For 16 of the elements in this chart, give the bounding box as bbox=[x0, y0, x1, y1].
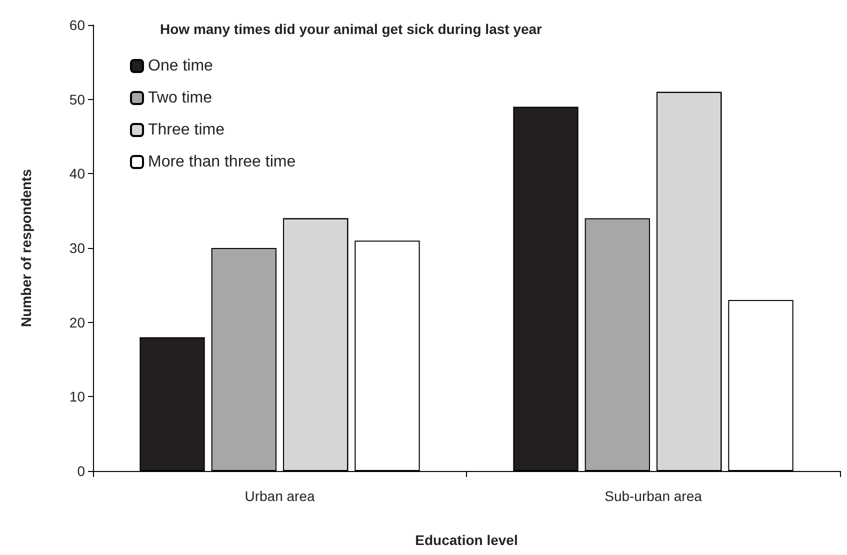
legend-label: Three time bbox=[148, 122, 225, 138]
legend-label: Two time bbox=[148, 90, 212, 106]
y-tick-label: 0 bbox=[77, 463, 86, 479]
y-tick-label: 30 bbox=[69, 240, 86, 256]
legend-label: One time bbox=[148, 58, 214, 74]
y-axis-title: Number of respondents bbox=[18, 168, 34, 327]
y-tick-label: 40 bbox=[69, 166, 86, 182]
x-tick-label: Sub-urban area bbox=[604, 488, 702, 504]
x-tick-label: Urban area bbox=[244, 488, 315, 504]
legend-label: More than three time bbox=[148, 154, 296, 170]
y-tick-label: 20 bbox=[69, 314, 86, 330]
chart-title: How many times did your animal get sick during last year bbox=[160, 21, 543, 37]
y-tick-label: 10 bbox=[69, 388, 86, 405]
x-axis-title: Education level bbox=[415, 532, 518, 548]
y-tick-label: 60 bbox=[69, 17, 86, 33]
y-tick-label: 50 bbox=[69, 91, 86, 108]
